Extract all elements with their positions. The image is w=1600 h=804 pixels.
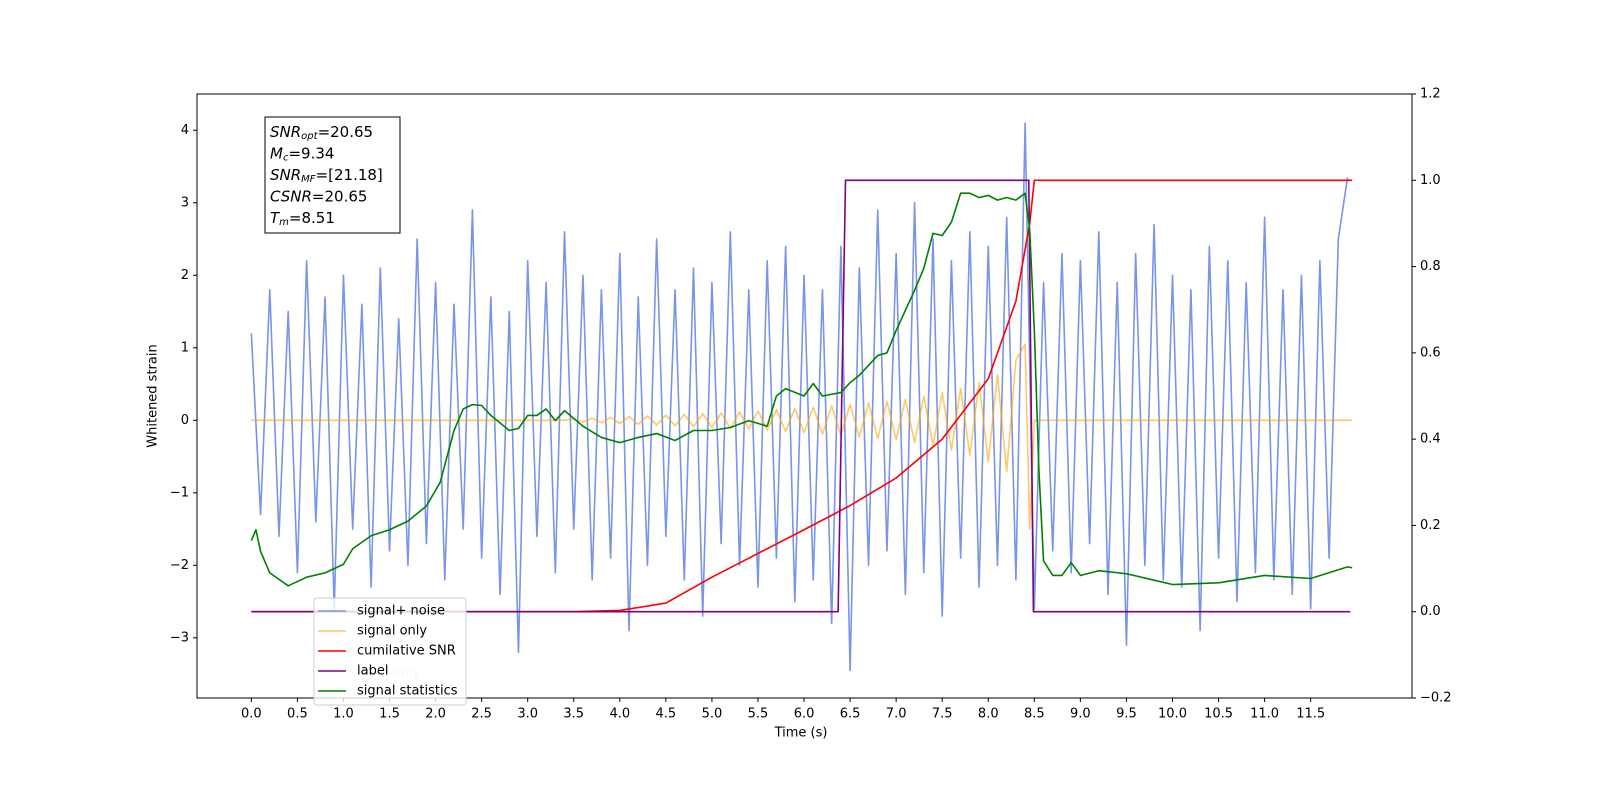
y-tick-label: 4 <box>181 123 189 138</box>
x-tick-label: 6.0 <box>794 707 815 722</box>
x-tick-label: 4.5 <box>656 707 677 722</box>
series-line <box>250 122 1349 672</box>
legend-label: cumilative SNR <box>357 644 456 659</box>
annotation-subscript: m <box>279 217 289 228</box>
legend-label: signal statistics <box>357 684 458 699</box>
y-tick-label: 2 <box>181 268 189 283</box>
x-tick-label: 9.5 <box>1116 707 1137 722</box>
x-tick-label: 6.5 <box>840 707 861 722</box>
x-tick-label: 2.5 <box>471 707 492 722</box>
series-line <box>251 179 1351 613</box>
x-axis-label: Time (s) <box>774 726 828 741</box>
x-tick-label: 9.0 <box>1070 707 1091 722</box>
annotation-name: T <box>270 209 281 227</box>
x-tick-label: 7.0 <box>886 707 907 722</box>
x-tick-label: 1.0 <box>333 707 354 722</box>
annotation-name: CSNR <box>270 187 312 205</box>
x-tick-label: 0.5 <box>287 707 308 722</box>
y2-tick-label: 0.0 <box>1420 604 1441 619</box>
annotation-value: =8.51 <box>289 209 335 227</box>
x-tick-label: 10.5 <box>1204 707 1233 722</box>
annotation-box <box>264 116 401 234</box>
x-tick-label: 3.0 <box>517 707 538 722</box>
x-tick-label: 8.0 <box>978 707 999 722</box>
legend-label: signal only <box>357 624 427 639</box>
legend-label: label <box>357 664 388 679</box>
annotation-line: SNRMF=[21.18] <box>270 166 383 186</box>
x-tick-label: 11.0 <box>1250 707 1279 722</box>
legend-label: signal+ noise <box>357 604 445 619</box>
annotation-subscript: opt <box>301 131 318 142</box>
y2-tick-label: 0.6 <box>1420 345 1441 360</box>
x-tick-label: 0.0 <box>241 707 262 722</box>
series-line <box>251 179 1353 613</box>
y-axis-label: Whitened strain <box>146 344 161 447</box>
annotation-line: CSNR=20.65 <box>270 187 367 205</box>
annotation-subscript: c <box>283 153 289 164</box>
annotation-value: =20.65 <box>318 123 374 141</box>
x-tick-label: 2.0 <box>425 707 446 722</box>
y2-tick-label: −0.2 <box>1420 691 1452 706</box>
x-tick-label: 5.5 <box>748 707 769 722</box>
annotation-value: =9.34 <box>288 144 334 162</box>
y-tick-label: −3 <box>170 630 189 645</box>
x-tick-label: 1.5 <box>379 707 400 722</box>
annotation-name: SNR <box>270 166 301 184</box>
annotation-name: SNR <box>270 123 301 141</box>
y2-tick-label: 1.2 <box>1420 87 1441 102</box>
x-tick-label: 4.0 <box>609 707 630 722</box>
x-tick-label: 5.0 <box>702 707 723 722</box>
y-tick-label: 0 <box>181 413 189 428</box>
y-tick-label: 1 <box>181 340 189 355</box>
x-tick-label: 8.5 <box>1024 707 1045 722</box>
annotation-subscript: MF <box>301 174 316 185</box>
x-tick-label: 11.5 <box>1296 707 1325 722</box>
x-tick-label: 3.5 <box>563 707 584 722</box>
annotation-name: M <box>270 144 283 162</box>
x-tick-label: 7.5 <box>932 707 953 722</box>
y2-tick-label: 0.2 <box>1420 518 1441 533</box>
annotation-line: Tm=8.51 <box>270 209 335 229</box>
annotation-line: SNRopt=20.65 <box>270 123 373 143</box>
series-line <box>251 343 1353 530</box>
plot-area <box>250 122 1353 672</box>
y2-tick-label: 0.8 <box>1420 259 1441 274</box>
y-tick-label: 3 <box>181 195 189 210</box>
y-tick-label: −2 <box>170 558 189 573</box>
y2-tick-label: 1.0 <box>1420 173 1441 188</box>
x-tick-label: 10.0 <box>1158 707 1187 722</box>
y2-tick-label: 0.4 <box>1420 432 1441 447</box>
y-tick-label: −1 <box>170 485 189 500</box>
legend-box <box>313 597 467 706</box>
annotation-value: =[21.18] <box>316 166 383 184</box>
series-line <box>250 192 1353 587</box>
annotation-value: =20.65 <box>312 187 368 205</box>
annotation-line: Mc=9.34 <box>270 144 334 164</box>
